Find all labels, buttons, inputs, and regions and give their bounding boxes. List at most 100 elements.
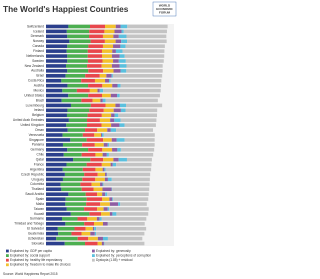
bar-segment bbox=[115, 49, 123, 53]
bar-segment bbox=[100, 202, 110, 206]
bar-segment bbox=[124, 138, 155, 142]
bar-segment bbox=[46, 49, 67, 53]
y-tick-label: Panama bbox=[32, 143, 44, 147]
bar-segment bbox=[46, 69, 68, 73]
bar-segment bbox=[65, 74, 86, 78]
bar-segment bbox=[109, 197, 113, 201]
legend-label: Explained by: freedom to make life choic… bbox=[10, 263, 71, 267]
bar-segment bbox=[46, 202, 66, 206]
bar-segment bbox=[111, 54, 120, 58]
bar-segment bbox=[46, 226, 58, 231]
bar-segment bbox=[105, 172, 107, 177]
bar-segment bbox=[96, 217, 100, 221]
bar-segment bbox=[122, 49, 165, 53]
bar-segment bbox=[102, 236, 108, 241]
bar-segment bbox=[68, 24, 90, 29]
bar-segment bbox=[94, 78, 106, 83]
bar-segment bbox=[100, 182, 103, 187]
bar-segment bbox=[86, 202, 101, 206]
bar-segment bbox=[66, 113, 88, 118]
bar-segment bbox=[111, 138, 117, 142]
y-tick-label: France bbox=[34, 162, 44, 166]
y-tick-label: Australia bbox=[31, 69, 44, 73]
bar-segment bbox=[46, 59, 68, 63]
bar-segment bbox=[86, 197, 102, 201]
bar-segment bbox=[67, 83, 89, 88]
bar-segment bbox=[85, 226, 93, 231]
bar-segment bbox=[103, 182, 150, 187]
y-tick-label: Spain bbox=[36, 197, 45, 201]
y-tick-label: Thailand bbox=[31, 187, 44, 191]
bar-segment bbox=[46, 231, 59, 236]
y-tick-label: Suriname bbox=[30, 217, 44, 221]
bar-segment bbox=[105, 78, 110, 83]
bar-segment bbox=[67, 34, 90, 39]
bar-segment bbox=[64, 241, 86, 246]
bar-segment bbox=[46, 157, 74, 162]
bar-segment bbox=[46, 64, 66, 68]
bar-segment bbox=[87, 113, 102, 118]
bar-segment bbox=[65, 222, 85, 226]
bar-segment bbox=[77, 217, 88, 221]
bar-segment bbox=[109, 143, 155, 147]
bar-segment bbox=[120, 69, 127, 73]
bar-segment bbox=[86, 162, 102, 167]
legend-label: Dystopia (1.85) + residual bbox=[96, 258, 133, 262]
bar-segment bbox=[92, 226, 95, 231]
bar-segment bbox=[76, 88, 90, 93]
y-tick-label: Finland bbox=[33, 49, 44, 53]
bar-segment bbox=[102, 192, 106, 196]
bar-segment bbox=[109, 202, 119, 206]
y-tick-label: Costa Rica bbox=[28, 79, 44, 83]
bar-segment bbox=[102, 222, 108, 226]
bar-segment bbox=[85, 192, 98, 196]
bar-segment bbox=[124, 123, 156, 127]
bar-segment bbox=[100, 98, 103, 103]
bar-segment bbox=[102, 49, 113, 53]
bar-segment bbox=[95, 167, 103, 172]
bar-segment bbox=[70, 212, 90, 216]
bar-segment bbox=[109, 78, 111, 83]
bar-segment bbox=[97, 128, 108, 132]
bar-segment bbox=[113, 44, 121, 48]
bar-segment bbox=[68, 118, 87, 122]
bar-segment bbox=[67, 128, 86, 132]
legend-label: Explained by: GDP per capita bbox=[10, 249, 52, 253]
bar-segment bbox=[66, 207, 85, 211]
bar-segment bbox=[107, 236, 143, 241]
bar-segment bbox=[116, 212, 149, 216]
bar-segment bbox=[67, 148, 89, 152]
bar-segment bbox=[120, 83, 162, 88]
bar-segment bbox=[87, 59, 103, 63]
bar-segment bbox=[82, 177, 96, 182]
bar-segment bbox=[102, 187, 112, 192]
bar-segment bbox=[89, 34, 103, 39]
bar-segment bbox=[102, 44, 114, 48]
bar-segment bbox=[68, 93, 89, 98]
bar-segment bbox=[99, 217, 102, 221]
bar-segment bbox=[113, 197, 149, 201]
bar-segment bbox=[115, 24, 121, 29]
y-tick-label: Qatar bbox=[36, 158, 45, 162]
y-tick-label: Mexico bbox=[34, 88, 45, 92]
bar-segment bbox=[62, 167, 83, 172]
bar-segment bbox=[89, 29, 105, 34]
y-tick-label: Colombia bbox=[30, 182, 44, 186]
legend-swatch bbox=[6, 258, 9, 262]
y-tick-label: Brazil bbox=[36, 98, 45, 102]
bar-segment bbox=[46, 167, 63, 172]
bar-segment bbox=[104, 39, 116, 44]
bar-segment bbox=[67, 44, 89, 48]
bar-segment bbox=[46, 197, 66, 201]
bar-segment bbox=[103, 143, 108, 147]
bar-segment bbox=[99, 88, 104, 93]
bar-segment bbox=[112, 148, 118, 152]
bar-segment bbox=[66, 29, 90, 34]
bar-segment bbox=[46, 143, 63, 147]
bar-segment bbox=[112, 197, 114, 201]
bar-segment bbox=[105, 98, 158, 103]
bar-segment bbox=[66, 123, 87, 127]
bar-segment bbox=[112, 74, 163, 78]
bar-segment bbox=[113, 59, 119, 63]
